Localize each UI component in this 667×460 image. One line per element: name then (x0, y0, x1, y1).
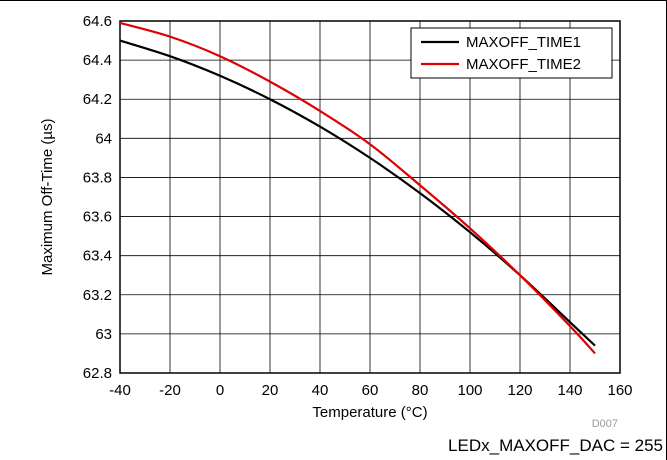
y-tick-label: 63.2 (83, 287, 112, 304)
x-tick-label: 80 (412, 382, 429, 399)
dac-setting-note: LEDx_MAXOFF_DAC = 255 (448, 436, 663, 455)
y-axis-label: Maximum Off-Time (µs) (39, 119, 56, 276)
series-line-maxoff-time1 (119, 39, 596, 347)
x-tick-label: -20 (159, 382, 181, 399)
y-tick-label: 63.4 (83, 248, 112, 265)
x-tick-label: 160 (607, 382, 632, 399)
y-tick-label: 64.6 (83, 13, 112, 30)
y-tick-labels: 62.8 63 63.2 63.4 63.6 63.8 64 64.2 64.4 64.6 (83, 13, 112, 382)
x-tick-label: 0 (216, 382, 224, 399)
series-lines (119, 21, 596, 355)
y-tick-label: 63.8 (83, 169, 112, 186)
grid-lines (120, 21, 620, 373)
x-tick-label: 40 (312, 382, 329, 399)
y-tick-label: 64.4 (83, 52, 112, 69)
y-tick-label: 63.6 (83, 209, 112, 226)
x-tick-label: 20 (262, 382, 279, 399)
figure-id-label: D007 (592, 418, 618, 430)
legend: MAXOFF_TIME1 MAXOFF_TIME2 (410, 27, 613, 79)
y-tick-label: 63 (95, 326, 112, 343)
x-tick-label: 120 (507, 382, 532, 399)
x-tick-label: 100 (457, 382, 482, 399)
legend-label-maxoff-time2: MAXOFF_TIME2 (466, 56, 581, 73)
y-tick-label: 64.2 (83, 91, 112, 108)
legend-box (410, 27, 613, 79)
plot-area (119, 20, 621, 374)
x-tick-label: 140 (557, 382, 582, 399)
x-axis-label: Temperature (°C) (312, 404, 427, 421)
legend-label-maxoff-time1: MAXOFF_TIME1 (466, 34, 581, 51)
x-tick-label: -40 (109, 382, 131, 399)
y-tick-label: 64 (95, 130, 112, 147)
y-tick-label: 62.8 (83, 365, 112, 382)
x-tick-labels: -40 -20 0 20 40 60 80 100 120 140 160 (109, 382, 632, 399)
x-tick-label: 60 (362, 382, 379, 399)
series-line-maxoff-time2 (119, 21, 596, 355)
